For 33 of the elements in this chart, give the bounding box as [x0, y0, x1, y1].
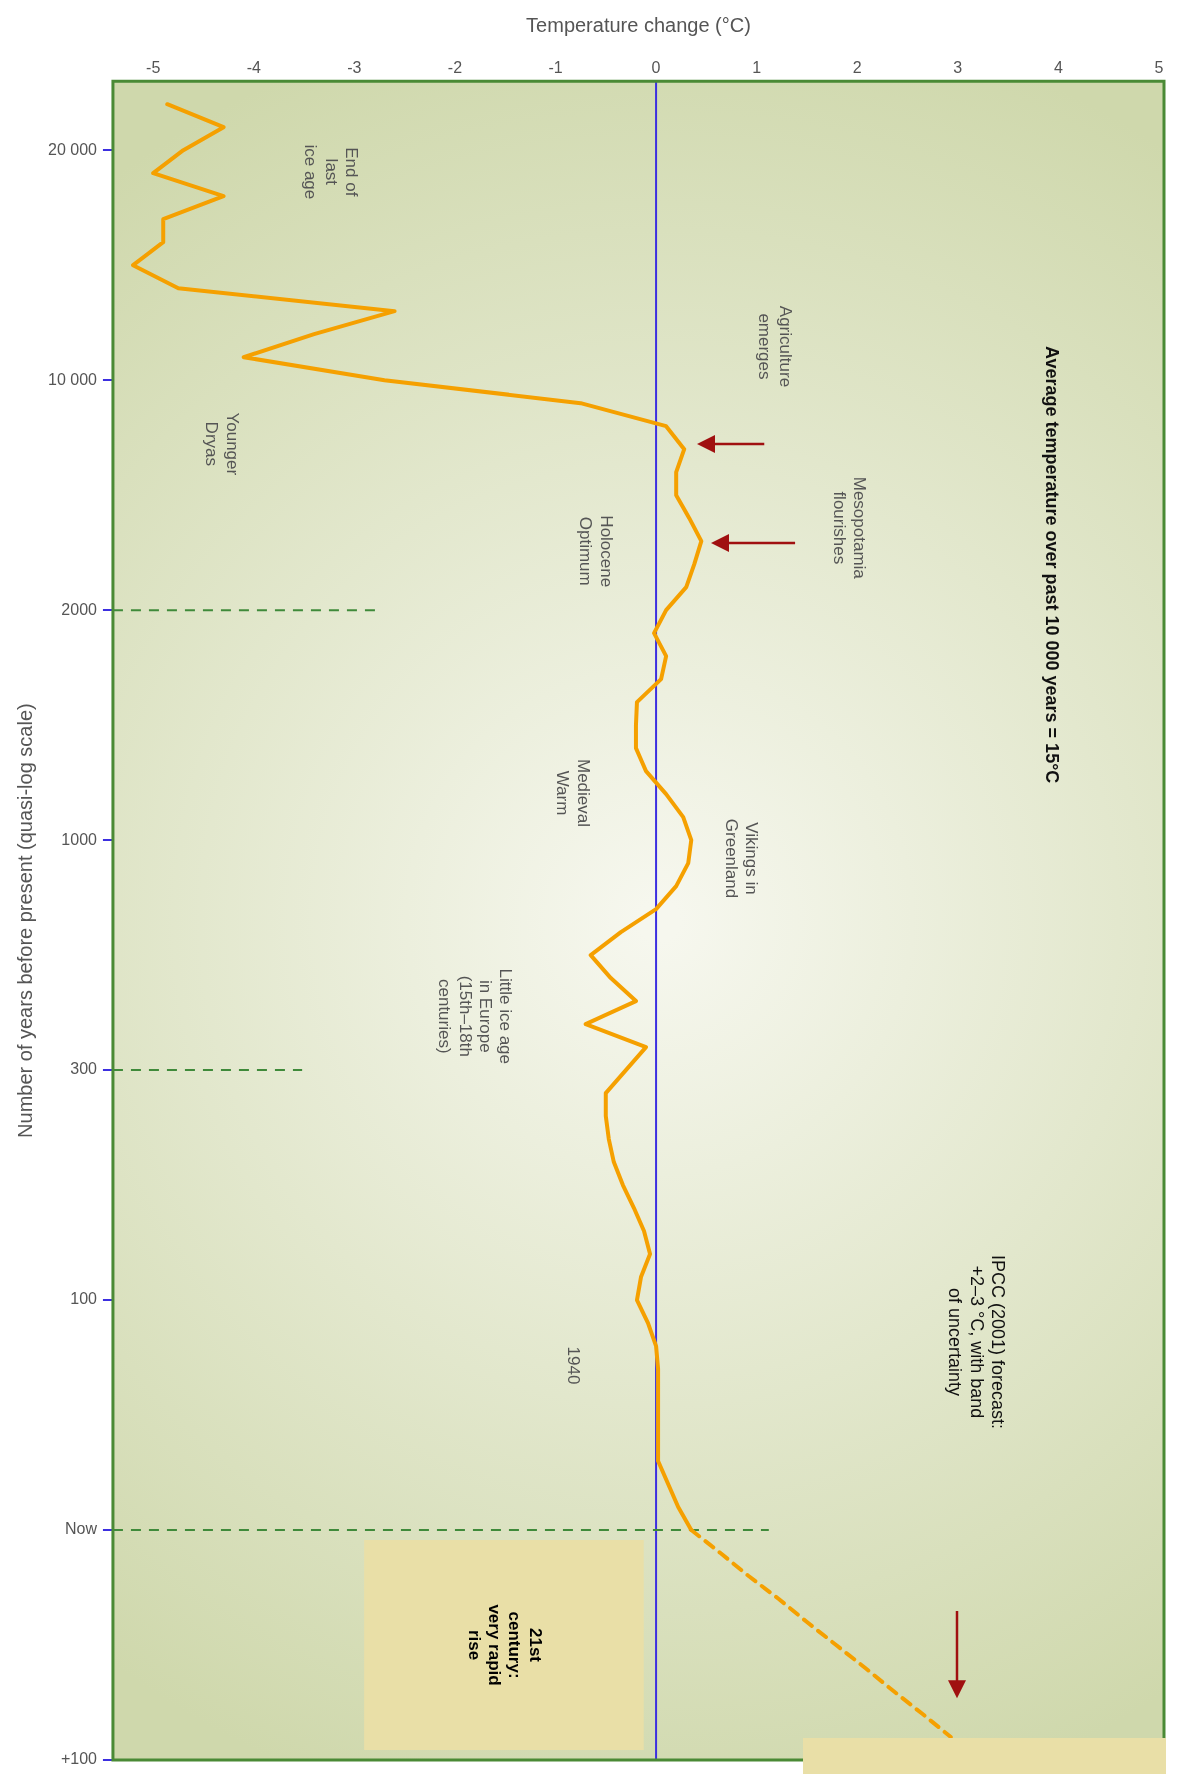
y-tick-label: 2000 — [61, 600, 98, 618]
band-label: 21st century: very rapid rise — [464, 1604, 545, 1686]
x-tick-label: 3 — [953, 59, 963, 77]
annotation: Medieval Warm — [553, 758, 593, 828]
annotation: Vikings in Greenland — [721, 818, 761, 899]
annotation: 1940 — [563, 1346, 583, 1385]
x-tick-label: 1 — [752, 59, 762, 77]
y-axis-title: Number of years before present (quasi-log scale) — [13, 703, 36, 1138]
text: Average temperature over past 10 000 years = 15°C — [1041, 346, 1062, 784]
x-axis-title: Temperature change (°C) — [526, 13, 751, 36]
y-tick-label: Now — [64, 1520, 98, 1538]
y-tick-label: 300 — [70, 1060, 98, 1078]
x-tick-label: -4 — [246, 59, 261, 77]
annotation: Little ice age in Europe (15th–18th centuries) — [435, 968, 516, 1065]
x-tick-label: -5 — [146, 59, 161, 77]
annotation: Agriculture emerges — [755, 305, 795, 388]
y-tick-label: 20 000 — [48, 140, 98, 158]
y-tick-label: 10 000 — [48, 370, 98, 388]
annotation: Mesopotamia flourishes — [829, 476, 870, 580]
x-tick-label: -3 — [347, 59, 362, 77]
y-tick-label: 100 — [70, 1290, 98, 1308]
x-tick-label: 4 — [1053, 59, 1063, 77]
x-tick-label: -2 — [447, 59, 463, 77]
annotation: Holocene Optimum — [576, 515, 616, 588]
annotation: IPCC (2001) forecast: +2–3 °C, with band of uncertainty — [945, 1254, 1009, 1430]
annotation: Younger Dryas — [202, 412, 242, 476]
x-tick-label: 0 — [651, 59, 661, 77]
x-tick-label: 2 — [852, 59, 862, 77]
x-tick-label: 5 — [1154, 59, 1164, 77]
x-tick-label: -1 — [548, 59, 563, 77]
annotation: End of last ice age — [301, 144, 362, 200]
y-tick-label: 1000 — [61, 830, 98, 848]
y-tick-label: +100 — [60, 1750, 98, 1768]
